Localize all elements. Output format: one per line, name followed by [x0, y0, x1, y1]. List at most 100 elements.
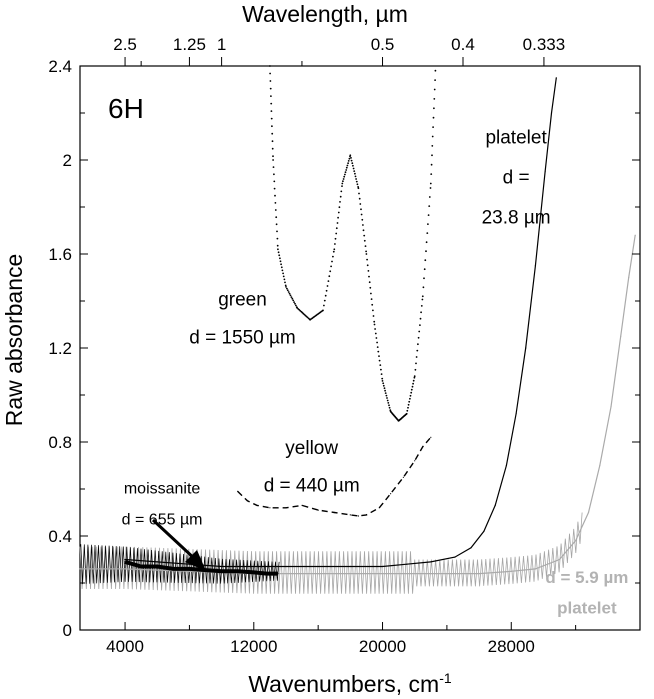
data-point	[431, 154, 433, 157]
annotation-label: green	[218, 290, 267, 311]
data-point	[339, 201, 341, 203]
data-point	[634, 234, 636, 236]
annotation-label: moissanite	[124, 481, 201, 498]
data-point	[352, 167, 355, 170]
data-point	[283, 278, 286, 281]
data-point	[271, 132, 274, 135]
data-point	[363, 234, 366, 237]
data-point	[587, 511, 590, 514]
data-point	[237, 570, 239, 572]
data-point	[420, 305, 423, 307]
data-point	[188, 568, 190, 570]
data-point	[270, 117, 273, 120]
data-point	[295, 304, 297, 307]
data-point	[280, 263, 282, 266]
data-point	[156, 561, 158, 563]
data-point	[414, 460, 416, 462]
data-point	[376, 346, 379, 348]
gray-fringe-path	[79, 512, 583, 594]
data-point	[277, 251, 280, 254]
data-point	[256, 504, 258, 506]
x-tick-label: 12000	[230, 637, 277, 656]
x-axis-title-main: Wavenumbers, cm	[248, 671, 439, 697]
data-point	[358, 192, 360, 195]
data-point	[355, 180, 358, 183]
data-point	[323, 299, 326, 302]
data-point	[575, 540, 577, 542]
data-point	[272, 155, 274, 158]
annotation-label: d = 5.9 µm	[545, 568, 628, 587]
top-tick-label: 0.4	[451, 35, 475, 54]
data-point	[347, 162, 349, 165]
data-point	[426, 232, 429, 235]
data-point	[381, 565, 384, 568]
data-point	[341, 182, 344, 185]
data-point	[279, 260, 282, 263]
data-point	[270, 102, 273, 105]
x-axis-title-superscript: -1	[439, 670, 452, 686]
data-point	[408, 400, 411, 403]
data-point	[349, 154, 352, 157]
data-point	[294, 302, 296, 305]
data-point	[352, 164, 354, 167]
data-point	[317, 573, 319, 575]
data-point	[380, 368, 382, 371]
data-point	[550, 112, 553, 114]
data-point	[273, 187, 276, 190]
data-point	[290, 296, 293, 298]
data-point	[420, 311, 422, 314]
data-point	[369, 286, 372, 289]
y-tick-label: 1.2	[48, 339, 72, 358]
data-point	[188, 570, 190, 572]
top-tick-label: 0.333	[523, 35, 566, 54]
data-point	[338, 206, 341, 209]
data-point	[365, 514, 367, 516]
data-point	[425, 241, 428, 244]
data-point	[430, 173, 433, 176]
data-point	[348, 157, 351, 160]
y-axis-title: Raw absorbance	[1, 254, 27, 427]
data-point	[422, 446, 424, 448]
data-point	[377, 350, 380, 353]
data-point	[364, 245, 367, 248]
data-point	[347, 160, 350, 162]
data-point	[424, 259, 427, 262]
data-point	[339, 195, 342, 198]
data-point	[409, 397, 411, 400]
data-point	[534, 265, 537, 267]
data-point	[367, 270, 370, 272]
data-point	[423, 277, 425, 280]
data-point	[280, 266, 283, 269]
black-fringe-path	[80, 544, 280, 585]
data-point	[253, 565, 255, 568]
data-point	[478, 573, 480, 575]
data-point	[140, 565, 142, 568]
data-point	[372, 315, 375, 317]
data-point	[382, 384, 385, 387]
annotation-label: d =	[503, 168, 530, 189]
data-point	[124, 561, 126, 563]
data-point	[271, 147, 274, 150]
data-point	[271, 125, 273, 128]
annotation-label: d = 1550 µm	[189, 327, 296, 348]
y-tick-label: 2.4	[48, 57, 72, 76]
annotation-label: d = 440 µm	[264, 475, 360, 496]
data-point	[269, 65, 271, 67]
data-point	[317, 565, 319, 568]
data-point	[334, 243, 336, 245]
data-point	[365, 250, 367, 253]
data-point	[413, 376, 416, 379]
data-point	[434, 69, 437, 72]
data-point	[337, 211, 340, 214]
data-point	[278, 254, 281, 257]
data-point	[428, 196, 431, 198]
data-point	[405, 412, 408, 415]
data-point	[253, 571, 255, 574]
data-point	[370, 298, 373, 300]
data-point	[359, 203, 362, 205]
data-point	[407, 403, 410, 406]
data-point	[421, 298, 424, 301]
data-point	[419, 324, 421, 326]
data-point	[323, 304, 325, 307]
data-point	[325, 289, 328, 292]
